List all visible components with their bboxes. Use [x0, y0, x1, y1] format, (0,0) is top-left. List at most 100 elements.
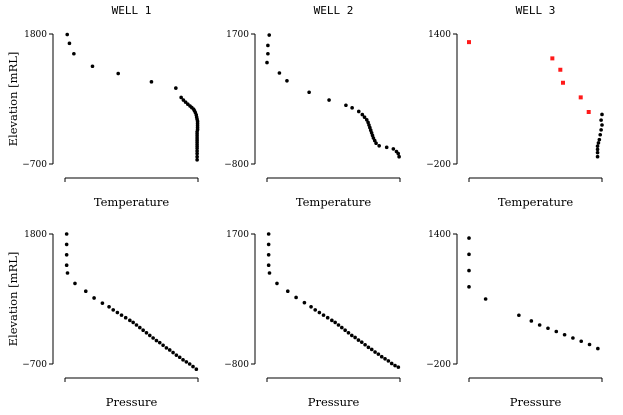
data-point	[373, 350, 377, 354]
data-point-red	[586, 110, 591, 114]
data-point	[151, 336, 155, 340]
data-point	[116, 71, 120, 76]
y-tick-label: 1700	[226, 30, 249, 40]
y-tick-label: −700	[22, 360, 47, 370]
data-point	[377, 144, 381, 148]
panel-title: WELL 3	[516, 4, 556, 17]
data-point	[195, 146, 199, 151]
data-point	[517, 313, 521, 318]
data-point	[467, 268, 471, 273]
data-point	[376, 352, 381, 356]
data-point	[167, 348, 172, 352]
data-point	[546, 326, 550, 331]
data-point	[595, 154, 600, 159]
y-tick-label: 1400	[428, 30, 451, 40]
data-point-red	[467, 40, 471, 45]
y-tick-label: −200	[426, 360, 451, 370]
panel-title: WELL 1	[112, 4, 152, 17]
data-point	[92, 296, 96, 300]
data-point	[340, 325, 344, 330]
y-tick-label: −700	[22, 160, 47, 170]
data-point	[67, 41, 72, 46]
data-point-red	[560, 80, 565, 85]
x-axis-label: Pressure	[510, 395, 562, 409]
data-point	[195, 149, 199, 153]
data-point	[302, 300, 307, 305]
panel-1: WELL 1 1800 −700 Temperature Elevation [mRL]	[6, 4, 200, 209]
data-point	[537, 323, 542, 327]
data-point	[467, 285, 471, 289]
panel-6: 1400 −200 Pressure	[426, 230, 603, 409]
data-point	[123, 315, 128, 320]
data-point	[174, 86, 178, 90]
y-tick-label: 1700	[226, 230, 249, 240]
x-axis-label: Temperature	[498, 195, 574, 209]
data-point	[313, 308, 318, 312]
data-point	[65, 32, 70, 37]
data-point	[64, 263, 69, 268]
y-tick-label: −800	[224, 160, 249, 170]
data-point	[138, 325, 142, 330]
data-point	[131, 320, 135, 325]
data-point	[363, 342, 367, 347]
data-point	[554, 329, 559, 334]
data-point	[327, 98, 331, 102]
data-point	[356, 338, 361, 342]
data-point	[64, 242, 69, 247]
data-point	[360, 112, 365, 117]
data-point	[267, 271, 272, 275]
data-point	[179, 95, 183, 100]
data-point	[195, 151, 199, 156]
data-point	[597, 137, 602, 142]
data-point	[383, 357, 387, 361]
data-point	[325, 315, 330, 320]
data-point	[386, 359, 391, 363]
data-point	[134, 323, 139, 327]
data-point	[90, 64, 95, 69]
data-point	[111, 308, 116, 312]
data-point-red	[550, 56, 555, 61]
data-point	[344, 103, 348, 108]
data-point	[149, 80, 154, 84]
y-axis-label: Elevation [mRL]	[6, 252, 20, 347]
data-point	[128, 318, 132, 323]
data-point	[171, 350, 175, 355]
data-point	[317, 310, 322, 315]
data-point	[181, 358, 185, 362]
data-point	[374, 141, 378, 145]
x-axis-label: Pressure	[106, 395, 158, 409]
data-point	[267, 33, 272, 37]
data-point	[467, 236, 471, 240]
data-point	[83, 289, 88, 294]
data-point	[161, 343, 165, 348]
data-point	[397, 154, 401, 159]
data-point	[562, 332, 567, 337]
data-point	[596, 346, 600, 351]
data-point	[157, 340, 162, 345]
data-point	[362, 115, 367, 119]
data-point	[294, 295, 298, 300]
data-point	[100, 301, 105, 305]
data-point	[277, 71, 282, 75]
data-point	[265, 60, 269, 65]
data-point	[177, 355, 182, 360]
data-point	[195, 154, 199, 159]
data-point	[194, 367, 199, 372]
data-point	[587, 342, 592, 347]
data-point	[174, 353, 179, 357]
data-point	[330, 318, 334, 323]
data-point	[467, 252, 471, 257]
data-point	[309, 305, 313, 309]
data-point	[598, 132, 603, 137]
data-point	[72, 51, 76, 56]
data-point	[191, 364, 195, 369]
data-point	[266, 242, 271, 247]
data-point	[321, 313, 326, 317]
data-point	[393, 363, 397, 368]
x-axis-label: Temperature	[296, 195, 372, 209]
data-point	[396, 365, 401, 369]
data-point	[599, 118, 603, 122]
panel-4: 1800 −700 Pressure Elevation [mRL]	[6, 230, 199, 409]
data-point	[369, 347, 374, 352]
